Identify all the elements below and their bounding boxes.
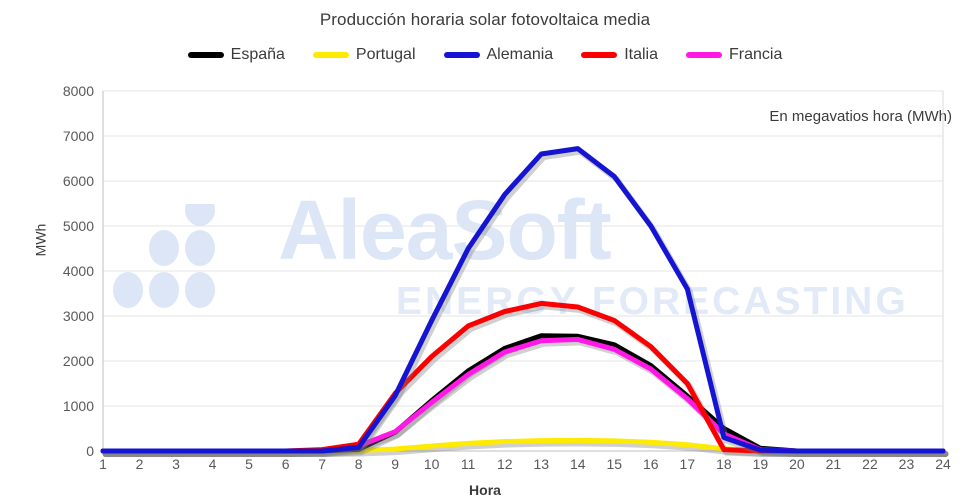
legend-swatch-portugal — [312, 52, 349, 58]
y-tick-label: 4000 — [62, 263, 94, 279]
x-tick-label: 1 — [99, 456, 107, 472]
legend-swatch-francia — [686, 52, 722, 58]
y-tick-label: 1000 — [62, 398, 94, 414]
x-tick-label: 6 — [281, 456, 290, 472]
x-tick-label: 24 — [935, 456, 951, 472]
series-shadow-portugal — [102, 440, 949, 457]
legend-label-italia: Italia — [624, 46, 658, 63]
x-tick-label: 11 — [460, 456, 476, 472]
x-tick-label: 4 — [208, 456, 217, 472]
legend-swatch-espana — [187, 52, 224, 58]
legend-item-espana[interactable]: España — [187, 46, 285, 64]
x-tick-label: 23 — [898, 456, 915, 472]
y-tick-label: 6000 — [62, 173, 94, 189]
legend-item-alemania[interactable]: Alemania — [443, 46, 554, 64]
series-shadow-italia — [102, 303, 949, 457]
chart-title: Producción horaria solar fotovoltaica me… — [319, 10, 651, 29]
y-tick-label: 0 — [86, 443, 94, 459]
x-tick-label: 5 — [245, 456, 253, 472]
series-shadow-alemania — [102, 148, 949, 457]
series-line-francia — [100, 336, 946, 454]
x-tick-label: 16 — [643, 456, 659, 472]
legend-label-francia: Francia — [729, 46, 783, 63]
series-shadow-españa — [102, 335, 949, 457]
x-tick-label: 9 — [391, 456, 400, 472]
x-tick-label: 15 — [606, 456, 623, 472]
x-tick-label: 18 — [716, 456, 732, 472]
y-tick-label-group: 0 1000 2000 3000 4000 5000 6000 7000 8000 — [40, 0, 94, 503]
x-tick-label: 2 — [135, 456, 144, 472]
legend-swatch-italia — [581, 52, 618, 58]
legend-label-portugal: Portugal — [355, 46, 416, 63]
series-shadow-francia — [102, 339, 949, 457]
x-tick-label: 3 — [172, 456, 180, 472]
legend-item-italia[interactable]: Italia — [581, 46, 658, 64]
x-tick-label: 12 — [496, 456, 513, 472]
x-tick-label: 22 — [862, 456, 878, 472]
x-tick-label: 7 — [318, 456, 327, 472]
x-tick-label: 13 — [533, 456, 550, 472]
legend-swatch-alemania — [443, 52, 480, 58]
legend-label-alemania: Alemania — [486, 46, 554, 63]
y-tick-label: 3000 — [62, 308, 94, 324]
x-tick-label: 19 — [752, 456, 769, 472]
series-line-alemania — [100, 146, 946, 454]
y-tick-label: 7000 — [62, 128, 94, 144]
x-tick-label: 21 — [825, 456, 842, 472]
legend-item-francia[interactable]: Francia — [686, 46, 782, 64]
chart-legend: España Portugal Alemania Italia Francia — [0, 46, 970, 64]
series-line-italia — [100, 300, 946, 454]
y-tick-label: 2000 — [62, 353, 94, 369]
x-tick-label: 10 — [423, 456, 440, 472]
x-tick-label: 14 — [569, 456, 586, 472]
chart-annotation: En megavatios hora (MWh) — [769, 108, 952, 125]
y-tick-label: 5000 — [62, 218, 94, 234]
legend-item-portugal[interactable]: Portugal — [312, 46, 416, 64]
x-tick-label: 20 — [789, 456, 805, 472]
x-tick-label: 8 — [354, 456, 363, 472]
legend-label-espana: España — [230, 46, 285, 63]
x-axis-title: Hora — [469, 482, 501, 498]
x-tick-label: 17 — [679, 456, 696, 472]
y-tick-label: 8000 — [62, 83, 94, 99]
